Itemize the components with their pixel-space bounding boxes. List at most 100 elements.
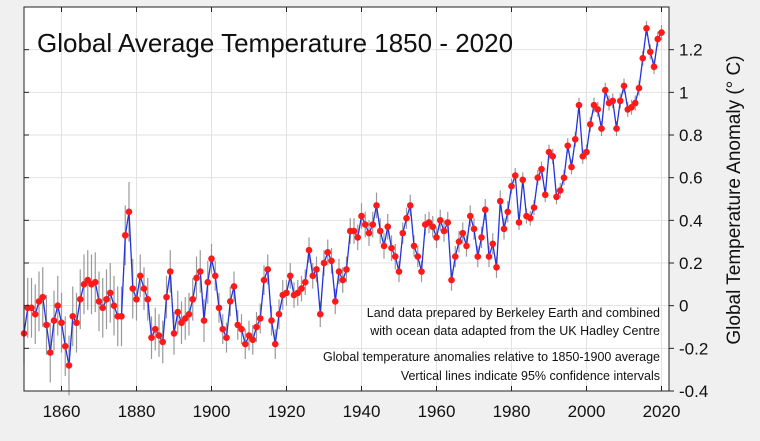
data-point (54, 302, 62, 309)
data-point (200, 317, 208, 324)
data-point (511, 172, 519, 179)
axis-ticks (24, 7, 674, 392)
data-point (301, 278, 309, 286)
y-tick-label: 0 (679, 297, 688, 316)
data-point (144, 295, 152, 303)
data-point (211, 272, 219, 280)
data-point (69, 313, 77, 320)
y-tick-label: 0.2 (679, 254, 703, 273)
plot-frame (23, 6, 670, 392)
data-point (193, 274, 200, 282)
chart-title: Global Average Temperature 1850 - 2020 (37, 28, 513, 58)
data-point (564, 142, 572, 149)
data-point (489, 240, 497, 248)
x-tick-label: 1940 (343, 402, 381, 421)
data-point (91, 278, 99, 286)
x-tick-label: 1920 (268, 402, 306, 421)
data-point (571, 135, 579, 143)
data-point (294, 289, 302, 297)
data-point (271, 340, 279, 348)
data-point (425, 219, 433, 226)
data-point (654, 35, 662, 43)
data-point (519, 176, 527, 184)
data-point (241, 340, 249, 348)
data-point (309, 272, 317, 280)
data-point (504, 208, 512, 216)
data-point (245, 332, 253, 339)
data-points (20, 25, 665, 369)
data-point (613, 125, 620, 132)
data-point (76, 295, 84, 303)
data-point (579, 153, 587, 160)
data-point (373, 202, 380, 209)
data-point (283, 289, 290, 297)
data-point (609, 97, 617, 105)
data-point (583, 148, 590, 156)
data-point (320, 259, 328, 267)
data-point (125, 208, 133, 216)
data-point (594, 106, 602, 113)
data-point (28, 304, 35, 312)
data-point (451, 253, 459, 260)
data-point (343, 266, 350, 273)
data-point (219, 325, 227, 333)
data-point (568, 163, 575, 171)
data-point (399, 229, 407, 237)
y-axis-label: Global Temperature Anomaly (° C) (724, 55, 745, 344)
x-tick-label: 2000 (568, 402, 606, 421)
data-point (118, 313, 125, 320)
data-point (31, 310, 39, 318)
data-point (545, 148, 553, 156)
data-point (99, 304, 107, 312)
data-point (331, 298, 339, 305)
data-point (530, 204, 538, 211)
data-point (339, 276, 347, 284)
data-point (185, 310, 193, 318)
data-point (80, 281, 88, 288)
data-point (643, 25, 650, 32)
data-point (226, 298, 234, 305)
data-point (215, 304, 223, 312)
data-point (418, 268, 425, 275)
data-point (658, 29, 665, 36)
data-point (230, 283, 238, 290)
x-tick-labels: 1860 1880 1900 1920 1940 1960 1980 2000 2020 (43, 402, 681, 421)
data-point (560, 174, 568, 181)
data-point (350, 227, 358, 235)
data-point (410, 242, 418, 250)
data-point (151, 325, 159, 333)
data-point (103, 295, 110, 303)
data-point (84, 276, 92, 284)
data-point (631, 99, 639, 107)
data-point (384, 223, 392, 231)
data-point (361, 221, 369, 228)
data-point (170, 330, 178, 337)
data-point (39, 293, 47, 301)
data-point (256, 315, 264, 322)
data-point (50, 317, 58, 324)
annotation-line: Vertical lines indicate 95% confidence i… (401, 369, 660, 383)
data-point (238, 325, 245, 333)
data-point (541, 191, 549, 199)
data-point (526, 214, 534, 222)
data-point (639, 54, 647, 62)
data-point (538, 165, 545, 173)
data-point (46, 349, 54, 356)
data-point (650, 63, 658, 71)
data-point (253, 323, 260, 331)
data-point (298, 285, 305, 292)
data-point (481, 206, 489, 213)
annotation-line: Global temperature anomalies relative to… (323, 350, 660, 364)
data-point (455, 238, 463, 245)
data-point (635, 84, 643, 92)
x-tick-label: 1880 (118, 402, 156, 421)
data-point (61, 342, 69, 350)
data-point (365, 229, 373, 237)
data-point (590, 101, 598, 109)
x-tick-label: 2020 (643, 402, 681, 421)
data-point (553, 193, 560, 201)
data-point (628, 103, 635, 111)
y-tick-label: 0.4 (679, 211, 703, 230)
data-point (148, 334, 155, 341)
